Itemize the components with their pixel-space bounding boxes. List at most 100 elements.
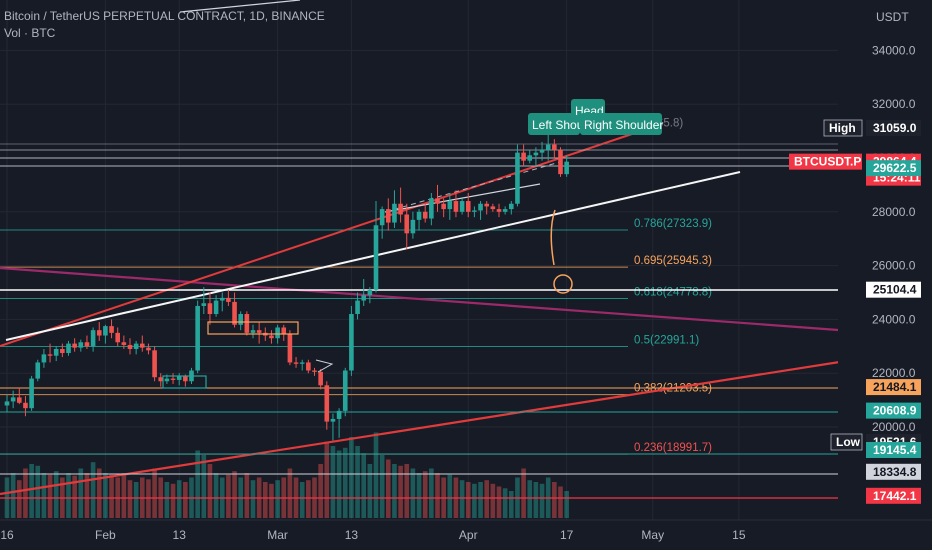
candle-body <box>435 198 440 204</box>
candle-body <box>10 397 16 402</box>
symbol-title[interactable]: Bitcoin / TetherUS PERPETUAL CONTRACT, 1… <box>4 9 325 23</box>
candle-body <box>306 362 311 371</box>
candle-body <box>127 344 133 349</box>
candle-body <box>472 210 477 212</box>
price-badge <box>866 463 921 480</box>
candle-body <box>140 343 145 348</box>
range-box <box>207 321 299 335</box>
trend-line <box>0 133 633 347</box>
candle-body <box>355 300 360 315</box>
volume-bar <box>121 473 127 518</box>
grid-lines <box>0 0 838 520</box>
candle-body <box>299 362 305 364</box>
candle-body <box>293 362 299 364</box>
fib-retracement: 0.786(27323.9) 0.695(25945.3) 0.618(24778.… <box>0 117 712 455</box>
price-badge-tag: BTCUSDT.P <box>794 155 861 169</box>
price-badge-value: 21484.1 <box>873 380 917 394</box>
price-badge-tag-bg <box>830 433 863 451</box>
candle-body <box>133 343 139 349</box>
candle-body <box>330 418 336 422</box>
candle-body <box>78 342 84 348</box>
candle-body <box>533 152 539 156</box>
price-badge <box>866 487 921 504</box>
volume-bar <box>17 480 22 518</box>
candle-body <box>183 375 188 382</box>
price-tick: 34000.0 <box>872 43 916 57</box>
volume-bar <box>176 480 182 518</box>
volume-bar <box>213 473 219 518</box>
volume-bar <box>195 450 200 518</box>
volume-bar <box>109 474 114 518</box>
volume-bar <box>41 473 47 518</box>
candle-body <box>23 402 28 409</box>
candle-body <box>195 305 200 371</box>
volume-bar <box>170 483 176 518</box>
fib-level-label: 0.236(18991.7) <box>634 442 712 454</box>
trend-line <box>0 266 866 334</box>
volume-bar <box>96 468 102 518</box>
price-badge <box>866 281 921 298</box>
candle-body <box>164 378 170 382</box>
volume-bar <box>152 468 157 518</box>
volume-bar <box>465 482 471 518</box>
candle-body <box>539 149 545 153</box>
candle-body <box>416 211 422 220</box>
time-tick: Feb <box>95 528 116 542</box>
price-axis[interactable]: USDT 20000.0 22000.0 24000.0 26000.0 28000.0 3… <box>789 0 932 550</box>
candle-body <box>109 326 114 333</box>
trend-line <box>179 0 301 13</box>
volume-bar <box>250 480 256 518</box>
volume-bar <box>10 473 16 518</box>
candle-body <box>527 155 533 161</box>
price-badge <box>866 160 921 177</box>
time-axis[interactable]: 16 Feb 13 Mar 13 Apr 17 May 15 <box>0 519 932 550</box>
price-badge-value: 18334.8 <box>873 465 917 479</box>
candle-body <box>410 219 416 234</box>
volume-bar <box>527 480 533 518</box>
range-box <box>162 375 207 389</box>
price-badge <box>866 441 921 458</box>
candle-body <box>66 343 71 354</box>
candle-body <box>281 327 287 335</box>
volume-label[interactable]: Vol · BTC <box>4 26 56 40</box>
volume-bar <box>324 441 330 518</box>
candle-body <box>232 301 237 325</box>
volume-bar <box>330 446 336 518</box>
volume-bar <box>226 474 231 518</box>
trend-line <box>384 183 541 213</box>
candle-body <box>238 314 243 325</box>
trend-lines <box>0 0 866 499</box>
volume-bar <box>533 482 539 518</box>
volume-bar <box>416 473 422 518</box>
volume-bar <box>90 462 96 518</box>
price-badge-value: 19145.4 <box>873 443 917 457</box>
volume-bar <box>552 482 557 518</box>
volume-bar <box>232 471 237 518</box>
projection-path <box>550 209 556 266</box>
candle-body <box>367 289 373 296</box>
volume-bar <box>306 480 311 518</box>
candle-body <box>121 342 127 345</box>
volume-bar <box>478 482 483 518</box>
candle-body <box>158 377 164 382</box>
candle-body <box>502 209 508 212</box>
volume-bar <box>490 483 496 518</box>
trend-line <box>5 171 741 341</box>
volume-bar <box>84 473 90 518</box>
price-badge <box>866 402 921 419</box>
volume-bar <box>447 474 453 518</box>
price-tick: 24000.0 <box>872 312 916 326</box>
volume-bar <box>558 486 563 518</box>
time-tick: 16 <box>0 528 14 542</box>
volume-bar <box>472 483 477 518</box>
volume-bar <box>183 482 188 518</box>
volume-bar <box>23 468 28 518</box>
candle-body <box>490 206 496 210</box>
volume-bar <box>521 468 526 518</box>
chart-legend: Bitcoin / TetherUS PERPETUAL CONTRACT, 1… <box>4 8 325 42</box>
volume-bar <box>484 480 489 518</box>
candle-body <box>250 330 256 333</box>
pattern-label-bg <box>580 113 662 135</box>
arrow-marker <box>315 359 334 373</box>
